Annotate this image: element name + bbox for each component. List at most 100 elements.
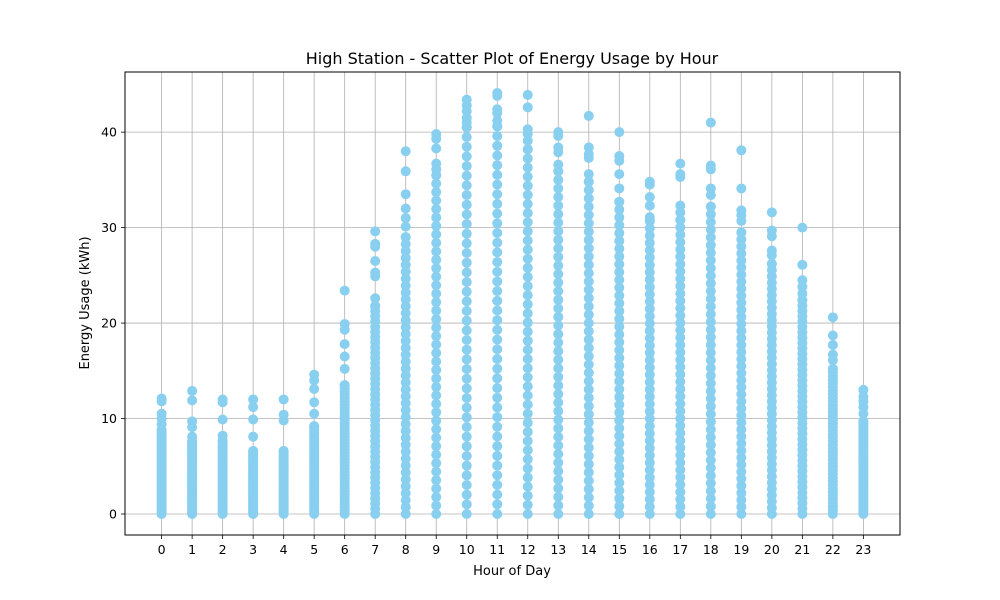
- data-point: [644, 259, 655, 270]
- data-point: [644, 267, 655, 278]
- data-point: [583, 326, 594, 337]
- data-point: [431, 458, 442, 469]
- data-point: [400, 412, 411, 423]
- data-point: [461, 257, 472, 268]
- data-point: [614, 501, 625, 512]
- data-point: [522, 135, 533, 146]
- data-point: [461, 412, 472, 423]
- data-point: [431, 271, 442, 282]
- data-point: [614, 212, 625, 223]
- data-point: [736, 248, 747, 259]
- data-point-max: [736, 145, 747, 156]
- data-point: [461, 219, 472, 230]
- data-point: [370, 256, 381, 267]
- x-ticks: 0 1 2 3 4 5 6 7 8 9 10 11 12 13 14 15 16 17 18 19 20 21 22 23: [158, 535, 871, 557]
- x-tick-label: 13: [550, 542, 566, 557]
- data-point: [644, 435, 655, 446]
- data-point: [644, 296, 655, 307]
- data-point: [675, 317, 686, 328]
- data-point: [705, 293, 716, 304]
- data-point: [431, 288, 442, 299]
- data-point: [492, 508, 503, 519]
- data-point: [217, 435, 228, 446]
- x-tick-label: 9: [432, 542, 440, 557]
- data-point: [492, 479, 503, 490]
- data-point-max: [827, 312, 838, 323]
- data-point: [827, 340, 838, 351]
- data-point: [492, 140, 503, 151]
- data-point: [583, 301, 594, 312]
- x-tick-label: 14: [581, 542, 597, 557]
- data-point: [461, 141, 472, 152]
- data-point: [522, 235, 533, 246]
- data-point: [614, 391, 625, 402]
- data-point: [614, 360, 625, 371]
- data-point: [522, 244, 533, 255]
- data-point: [614, 430, 625, 441]
- x-tick-label: 12: [520, 542, 536, 557]
- data-point: [553, 191, 564, 202]
- data-point: [736, 375, 747, 386]
- data-point: [400, 322, 411, 333]
- data-point: [522, 144, 533, 155]
- data-point: [583, 484, 594, 495]
- data-point: [583, 508, 594, 519]
- data-point: [583, 384, 594, 395]
- data-point: [644, 347, 655, 358]
- data-point: [492, 470, 503, 481]
- data-point-max: [522, 89, 533, 100]
- data-point: [400, 405, 411, 416]
- data-point: [583, 210, 594, 221]
- data-point: [675, 391, 686, 402]
- data-point: [400, 384, 411, 395]
- data-point: [492, 324, 503, 335]
- data-point: [522, 281, 533, 292]
- data-point: [553, 500, 564, 511]
- data-point: [583, 152, 594, 163]
- data-point: [736, 431, 747, 442]
- data-point: [492, 266, 503, 277]
- data-point: [461, 161, 472, 172]
- data-point: [644, 215, 655, 226]
- data-point: [522, 454, 533, 465]
- data-point: [370, 271, 381, 282]
- data-point: [522, 344, 533, 355]
- data-point: [553, 217, 564, 228]
- data-point: [705, 316, 716, 327]
- data-point: [492, 169, 503, 180]
- data-point: [492, 344, 503, 355]
- data-point: [644, 413, 655, 424]
- data-point: [431, 483, 442, 494]
- data-point: [583, 392, 594, 403]
- data-point: [675, 384, 686, 395]
- data-point: [675, 295, 686, 306]
- data-point: [400, 425, 411, 436]
- data-point: [522, 189, 533, 200]
- data-point: [492, 227, 503, 238]
- data-point: [553, 311, 564, 322]
- data-point: [614, 313, 625, 324]
- data-point: [431, 424, 442, 435]
- data-point: [675, 420, 686, 431]
- data-point: [614, 337, 625, 348]
- data-point: [492, 373, 503, 384]
- data-point: [736, 389, 747, 400]
- data-point: [431, 373, 442, 384]
- data-point: [614, 306, 625, 317]
- data-point: [492, 108, 503, 119]
- data-point: [309, 397, 320, 408]
- data-point: [614, 169, 625, 180]
- data-point: [339, 351, 350, 362]
- data-point: [675, 229, 686, 240]
- data-point: [522, 481, 533, 492]
- data-point: [675, 472, 686, 483]
- data-point: [614, 508, 625, 519]
- data-point: [522, 436, 533, 447]
- data-point: [217, 414, 228, 425]
- data-point: [583, 442, 594, 453]
- data-point: [553, 346, 564, 357]
- data-point: [736, 466, 747, 477]
- data-point: [522, 290, 533, 301]
- data-point: [675, 428, 686, 439]
- data-point: [400, 329, 411, 340]
